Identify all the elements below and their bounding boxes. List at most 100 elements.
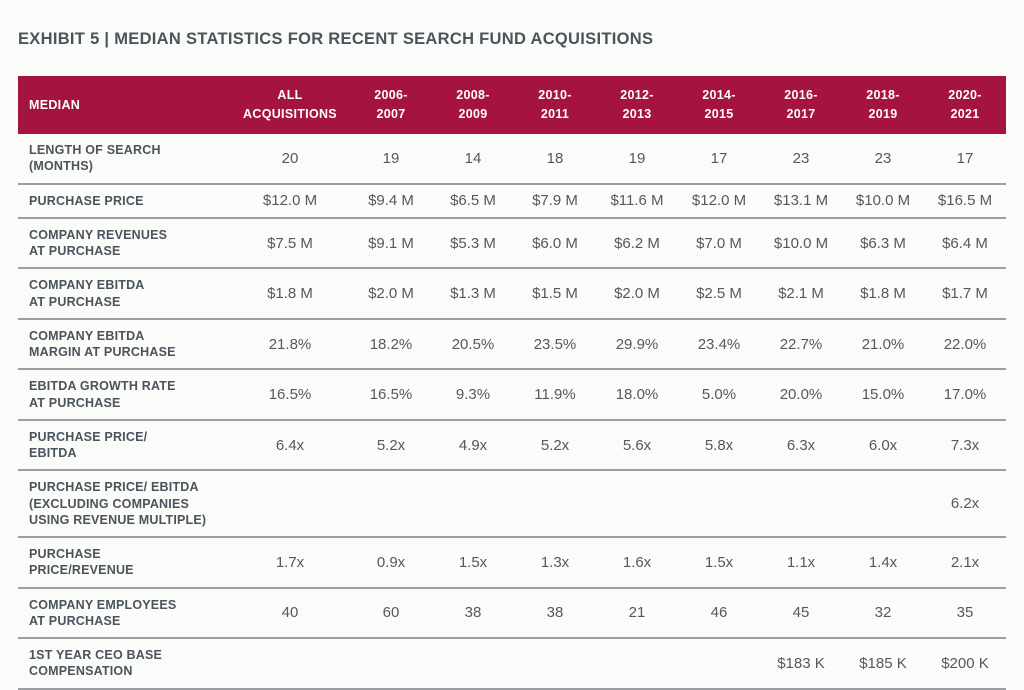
row-label: COMPANY EMPLOYEES AT PURCHASE (29, 597, 177, 628)
exhibit-title: EXHIBIT 5 | MEDIAN STATISTICS FOR RECENT… (18, 30, 654, 48)
table-cell: 5.2x (376, 436, 406, 454)
table-cell: $6.2 M (614, 234, 660, 252)
table-cell: 23.5% (533, 335, 577, 353)
table-cell: $12.0 M (691, 192, 747, 210)
table-cell: 14 (464, 149, 482, 167)
table-cell: 1.3x (540, 553, 570, 571)
table-cell: $9.1 M (368, 234, 414, 252)
table-cell: $9.4 M (368, 192, 414, 210)
table-cell: $2.5 M (696, 285, 742, 302)
table-cell: $1.5 M (532, 285, 578, 302)
table-cell: 1.6x (622, 553, 652, 571)
table-cell: 21 (628, 604, 646, 622)
table-cell: $1.8 M (860, 285, 906, 302)
table-cell: $11.6 M (610, 192, 664, 210)
table-cell: 1.5x (704, 553, 734, 571)
column-header-2020-2021: 2020- 2021 (924, 76, 1006, 134)
column-header-2006-2007: 2006- 2007 (350, 76, 432, 134)
table-cell: $185 K (859, 654, 907, 672)
table-cell: $6.3 M (860, 234, 906, 252)
table-cell: $10.0 M (773, 234, 829, 252)
table-row: LENGTH OF SEARCH (MONTHS) 20 19 14 18 19… (18, 134, 1006, 184)
table-row: 1ST YEAR CEO BASE COMPENSATION $183 K $1… (18, 638, 1006, 689)
table-cell: 20 (281, 149, 299, 167)
table-cell: 6.2x (950, 495, 980, 513)
table-cell (678, 470, 760, 537)
table-cell (678, 638, 760, 689)
table-cell (842, 470, 924, 537)
table-cell: $6.4 M (942, 234, 988, 252)
table-row: COMPANY EBITDA MARGIN AT PURCHASE 21.8% … (18, 319, 1006, 370)
table-cell: 6.4x (275, 436, 305, 454)
table-cell (432, 470, 514, 537)
table-cell: 17.0% (943, 386, 987, 403)
table-row: PURCHASE PRICE $12.0 M $9.4 M $6.5 M $7.… (18, 184, 1006, 218)
table-cell: 5.0% (701, 386, 737, 403)
table-cell: $200 K (941, 654, 989, 672)
table-cell: 1.7x (275, 553, 305, 571)
column-header-2014-2015: 2014- 2015 (678, 76, 760, 134)
row-label: COMPANY REVENUES AT PURCHASE (29, 227, 168, 258)
table-cell: 17 (710, 149, 728, 167)
table-cell: $2.0 M (368, 285, 414, 302)
table-cell (350, 470, 432, 537)
table-cell (230, 638, 350, 689)
table-cell: $6.5 M (450, 192, 496, 210)
row-label: PURCHASE PRICE/ EBITDA (EXCLUDING COMPAN… (29, 480, 207, 527)
table-cell: 7.3x (950, 436, 980, 454)
table-cell (514, 470, 596, 537)
table-cell: 1.5x (458, 553, 488, 571)
table-cell: $1.3 M (450, 285, 496, 302)
table-cell: 18.0% (615, 386, 659, 403)
table-cell: 6.3x (786, 436, 816, 454)
table-cell: $7.9 M (532, 192, 578, 210)
table-cell: 35 (956, 604, 974, 622)
table-cell: $16.5 M (937, 192, 993, 210)
table-row: EBITDA GROWTH RATE AT PURCHASE 16.5% 16.… (18, 369, 1006, 420)
table-cell (230, 470, 350, 537)
row-label: COMPANY EBITDA AT PURCHASE (29, 278, 145, 309)
table-cell: $2.0 M (614, 285, 660, 302)
table-cell: $1.8 M (267, 285, 313, 302)
table-cell: 20.5% (451, 335, 495, 353)
table-cell: 15.0% (861, 386, 905, 403)
table-body: LENGTH OF SEARCH (MONTHS) 20 19 14 18 19… (18, 134, 1006, 689)
table-cell: 5.8x (704, 436, 734, 454)
table-cell: 21.0% (861, 335, 905, 353)
table-cell: 19 (382, 149, 400, 167)
table-cell: $7.5 M (267, 234, 313, 252)
table-cell: $13.1 M (773, 192, 829, 210)
table-header: MEDIAN ALL ACQUISITIONS 2006- 2007 2008-… (18, 76, 1006, 134)
table-cell: 46 (710, 604, 728, 622)
table-row: COMPANY REVENUES AT PURCHASE $7.5 M $9.1… (18, 218, 1006, 269)
table-cell: 4.9x (458, 436, 488, 454)
table-cell: 17 (956, 149, 974, 167)
table-cell: 0.9x (376, 553, 406, 571)
table-cell (596, 638, 678, 689)
table-cell: $12.0 M (262, 192, 318, 210)
table-cell: $5.3 M (450, 234, 496, 252)
table-cell (514, 638, 596, 689)
table-cell: 2.1x (950, 553, 980, 571)
column-header-2018-2019: 2018- 2019 (842, 76, 924, 134)
table-cell: 5.6x (622, 436, 652, 454)
table-cell: $10.0 M (855, 192, 911, 210)
row-label: PURCHASE PRICE (29, 193, 144, 208)
statistics-table: MEDIAN ALL ACQUISITIONS 2006- 2007 2008-… (18, 76, 1006, 690)
column-header-all-acquisitions: ALL ACQUISITIONS (230, 76, 350, 134)
table-cell: $2.1 M (778, 285, 824, 302)
table-cell: 6.0x (868, 436, 898, 454)
table-cell: 23 (874, 149, 892, 167)
table-cell: 18 (546, 149, 564, 167)
table-row: PURCHASE PRICE/ EBITDA 6.4x 5.2x 4.9x 5.… (18, 420, 1006, 471)
column-header-2016-2017: 2016- 2017 (760, 76, 842, 134)
row-label: LENGTH OF SEARCH (MONTHS) (29, 143, 161, 174)
row-label: PURCHASE PRICE/REVENUE (29, 547, 134, 578)
table-cell (432, 638, 514, 689)
column-header-2012-2013: 2012- 2013 (596, 76, 678, 134)
table-cell: 11.9% (534, 386, 576, 403)
table-cell: 5.2x (540, 436, 570, 454)
header-row: MEDIAN ALL ACQUISITIONS 2006- 2007 2008-… (18, 76, 1006, 134)
column-header-median: MEDIAN (18, 76, 230, 134)
